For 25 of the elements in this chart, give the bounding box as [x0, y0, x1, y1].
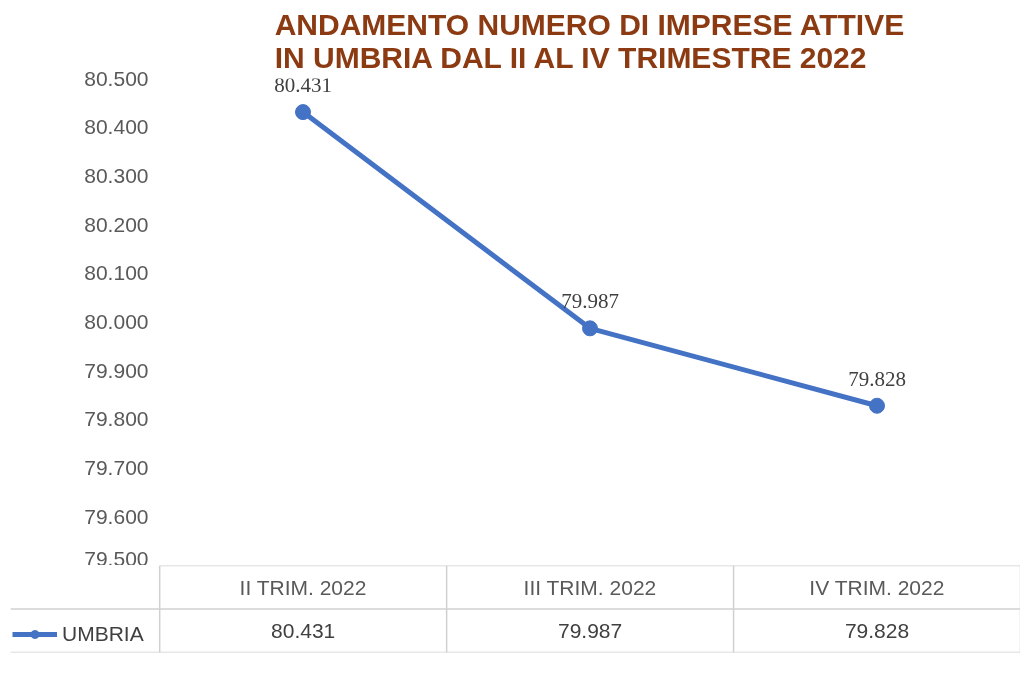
y-tick-label: 79.900: [84, 358, 149, 382]
data-label: 79.987: [557, 618, 623, 642]
chart-title: ANDAMENTO NUMERO DI IMPRESE ATTIVE IN UMBRIA DAL II AL IV TRIMESTRE 2022: [274, 7, 905, 74]
data-label: 80.431: [271, 618, 336, 642]
point: [582, 320, 598, 337]
y-tick-label: 80.400: [84, 115, 149, 139]
point: [295, 104, 311, 121]
x-tick-label: II TRIM. 2022: [239, 575, 367, 599]
x-tick-label: III TRIM. 2022: [523, 575, 657, 599]
point: [869, 397, 885, 414]
data-label: 79.828: [844, 618, 910, 642]
text: 79.828: [848, 366, 906, 391]
text: 80.431: [274, 73, 332, 98]
y-tick-label: 80.000: [84, 310, 149, 333]
y-tick-label: 79.600: [84, 504, 149, 528]
x-tick-label: IV TRIM. 2022: [809, 575, 945, 599]
y-tick-label: 79.700: [84, 456, 149, 480]
y-tick-label: 80.500: [84, 66, 149, 90]
y-tick-label: 80.300: [84, 163, 149, 187]
y-tick-label: 80.100: [84, 261, 149, 285]
y-tick-label: 80.200: [84, 212, 149, 236]
y-tick-label: 79.500: [84, 546, 149, 570]
y-tick-label: 79.800: [84, 407, 149, 431]
text: 79.987: [561, 289, 619, 314]
legend-label: UMBRIA: [62, 622, 144, 646]
